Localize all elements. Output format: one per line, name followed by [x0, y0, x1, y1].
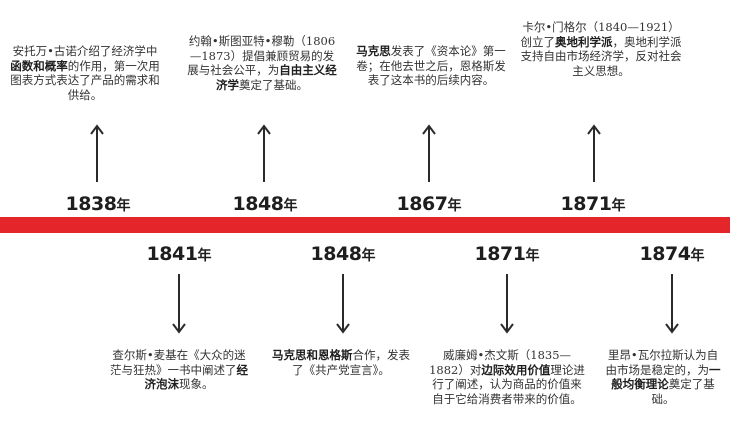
event-keyword: 马克思	[356, 44, 391, 58]
event-text: 查尔斯•麦基在《大众的迷茫与狂热》一书中阐述了	[110, 348, 246, 377]
event-1871-top-description: 卡尔•门格尔（1840—1921）创立了奥地利学派，奥地利学派支持自由市场经济学…	[520, 20, 682, 78]
year-number: 1867	[396, 193, 448, 215]
event-text: 合作，发表了《共产党宣言》。	[292, 348, 410, 377]
event-1867-description: 马克思发表了《资本论》第一卷；在他去世之后，恩格斯发表了这本书的后续内容。	[356, 44, 506, 88]
year-suffix: 年	[116, 198, 131, 214]
event-keyword: 边际效用价值	[481, 362, 551, 377]
year-suffix: 年	[361, 248, 376, 264]
event-text: 发表了《资本论》第一卷；在他去世之后，恩格斯发表了这本书的后续内容。	[356, 44, 506, 88]
arrow-up-icon	[587, 124, 601, 182]
event-1871-top-year: 1871年	[538, 193, 648, 215]
event-keyword: 自由主义经济学	[216, 63, 337, 92]
event-keyword: 经济泡沫	[144, 362, 249, 392]
year-suffix: 年	[611, 198, 626, 214]
year-suffix: 年	[525, 248, 540, 264]
year-number: 1848	[310, 243, 362, 265]
year-number: 1871	[474, 243, 526, 265]
event-1838-description: 安托万•古诺介绍了经济学中函数和概率的作用，第一次用图表方式表达了产品的需求和供…	[10, 44, 160, 102]
event-text: 现象。	[179, 377, 214, 392]
event-1841-description: 查尔斯•麦基在《大众的迷茫与狂热》一书中阐述了经济泡沫现象。	[108, 348, 250, 392]
year-suffix: 年	[447, 198, 462, 214]
arrow-up-icon	[90, 124, 104, 182]
event-1848-top-year: 1848年	[210, 193, 320, 215]
event-text: 威廉姆•杰文斯（1835—1882）对	[429, 348, 572, 377]
year-number: 1871	[560, 193, 612, 215]
arrow-down-icon	[172, 274, 186, 334]
event-text: 约翰•斯图亚特•穆勒（1806—1873）提倡兼顾贸易的发展与社会公平，为	[187, 34, 336, 78]
event-1874-year: 1874年	[617, 243, 727, 265]
year-number: 1848	[232, 193, 284, 215]
event-text: 奠定了基础。	[239, 77, 308, 92]
event-text: 奠定了基础。	[651, 377, 715, 406]
event-text: 里昂•瓦尔拉斯认为自由市场是稳定的，为	[605, 348, 719, 377]
arrow-down-icon	[665, 274, 679, 334]
event-1848-bottom-description: 马克思和恩格斯合作，发表了《共产党宣言》。	[272, 348, 410, 377]
event-1848-top-description: 约翰•斯图亚特•穆勒（1806—1873）提倡兼顾贸易的发展与社会公平，为自由主…	[187, 34, 337, 92]
year-suffix: 年	[283, 198, 298, 214]
event-text: ，奥地利学派支持自由市场经济学，反对社会主义思想。	[520, 34, 682, 78]
event-1838-year: 1838年	[43, 193, 153, 215]
arrow-down-icon	[500, 274, 514, 334]
event-keyword: 一般均衡理论	[611, 362, 721, 392]
timeline-bar	[0, 217, 730, 233]
event-text: 的作用，第一次用图表方式表达了产品的需求和供给。	[10, 58, 160, 102]
event-keyword: 函数和概率	[10, 58, 68, 73]
arrow-down-icon	[336, 274, 350, 334]
event-1871-bottom-year: 1871年	[452, 243, 562, 265]
year-number: 1838	[65, 193, 117, 215]
year-suffix: 年	[690, 248, 705, 264]
event-1841-year: 1841年	[124, 243, 234, 265]
event-text: 安托万•古诺介绍了经济学中	[12, 44, 158, 58]
event-keyword: 马克思和恩格斯	[272, 348, 353, 362]
arrow-up-icon	[422, 124, 436, 182]
arrow-up-icon	[257, 124, 271, 182]
year-number: 1874	[639, 243, 691, 265]
event-1871-bottom-description: 威廉姆•杰文斯（1835—1882）对边际效用价值理论进行了阐述，认为商品的价值…	[428, 348, 586, 406]
event-text: 理论进行了阐述，认为商品的价值来自于它给消费者带来的价值。	[432, 362, 585, 406]
event-text: 卡尔•门格尔（1840—1921）创立了	[520, 20, 680, 49]
year-number: 1841	[146, 243, 198, 265]
event-1874-description: 里昂•瓦尔拉斯认为自由市场是稳定的，为一般均衡理论奠定了基础。	[604, 348, 722, 406]
event-1867-year: 1867年	[374, 193, 484, 215]
event-keyword: 奥地利学派	[555, 34, 613, 49]
year-suffix: 年	[197, 248, 212, 264]
event-1848-bottom-year: 1848年	[288, 243, 398, 265]
